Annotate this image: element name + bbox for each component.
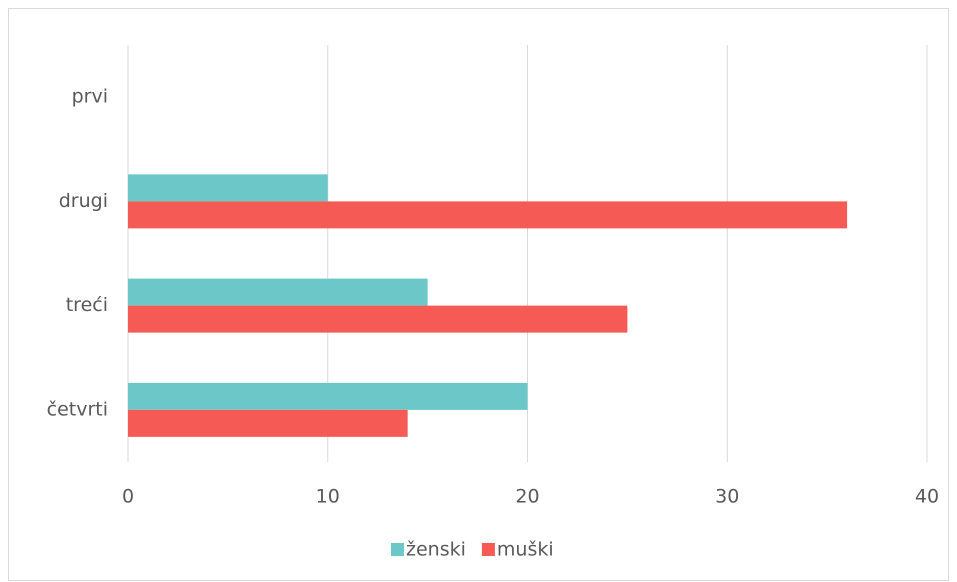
y-tick-label: treći — [66, 294, 108, 316]
x-tick-label: 40 — [915, 486, 939, 508]
legend-label: muški — [497, 539, 554, 561]
legend-swatch — [391, 543, 404, 556]
x-tick-label: 20 — [515, 486, 539, 508]
bar — [128, 201, 848, 229]
y-tick-label: četvrti — [47, 398, 108, 420]
legend-swatch — [481, 543, 495, 556]
x-tick-label: 0 — [122, 486, 134, 508]
bar — [128, 305, 628, 333]
x-tick-label: 30 — [715, 486, 739, 508]
y-tick-label: drugi — [59, 190, 108, 212]
bar — [128, 382, 528, 410]
x-tick-label: 10 — [316, 486, 340, 508]
legend-label: ženski — [406, 539, 466, 561]
bar — [128, 278, 428, 306]
y-tick-label: prvi — [72, 86, 108, 108]
bar — [128, 174, 328, 202]
bar — [128, 409, 408, 437]
